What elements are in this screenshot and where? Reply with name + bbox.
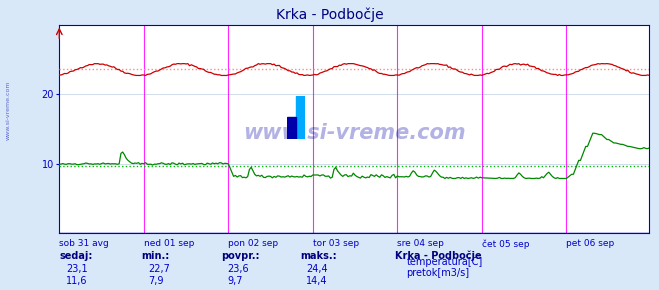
Text: 7,9: 7,9: [148, 276, 164, 286]
Text: temperatura[C]: temperatura[C]: [407, 257, 483, 267]
Text: 22,7: 22,7: [148, 264, 170, 274]
Text: Krka - Podbočje: Krka - Podbočje: [275, 7, 384, 22]
Text: maks.:: maks.:: [300, 251, 337, 261]
Text: min.:: min.:: [142, 251, 170, 261]
Text: 24,4: 24,4: [306, 264, 328, 274]
Text: povpr.:: povpr.:: [221, 251, 259, 261]
Text: 23,6: 23,6: [227, 264, 249, 274]
Text: pon 02 sep: pon 02 sep: [228, 239, 279, 248]
Text: pet 06 sep: pet 06 sep: [566, 239, 615, 248]
Text: www.si-vreme.com: www.si-vreme.com: [5, 80, 11, 140]
Text: tor 03 sep: tor 03 sep: [313, 239, 359, 248]
Text: www.si-vreme.com: www.si-vreme.com: [243, 123, 465, 143]
Text: čet 05 sep: čet 05 sep: [482, 239, 529, 249]
Text: 11,6: 11,6: [66, 276, 88, 286]
Text: sob 31 avg: sob 31 avg: [59, 239, 109, 248]
Text: pretok[m3/s]: pretok[m3/s]: [407, 268, 470, 278]
Text: sre 04 sep: sre 04 sep: [397, 239, 444, 248]
Bar: [296, 96, 305, 139]
Text: 14,4: 14,4: [306, 276, 328, 286]
Text: Krka - Podbočje: Krka - Podbočje: [395, 251, 482, 261]
Text: 23,1: 23,1: [66, 264, 88, 274]
Bar: [287, 117, 296, 139]
Text: sedaj:: sedaj:: [59, 251, 93, 261]
Text: ned 01 sep: ned 01 sep: [144, 239, 194, 248]
Text: 9,7: 9,7: [227, 276, 243, 286]
